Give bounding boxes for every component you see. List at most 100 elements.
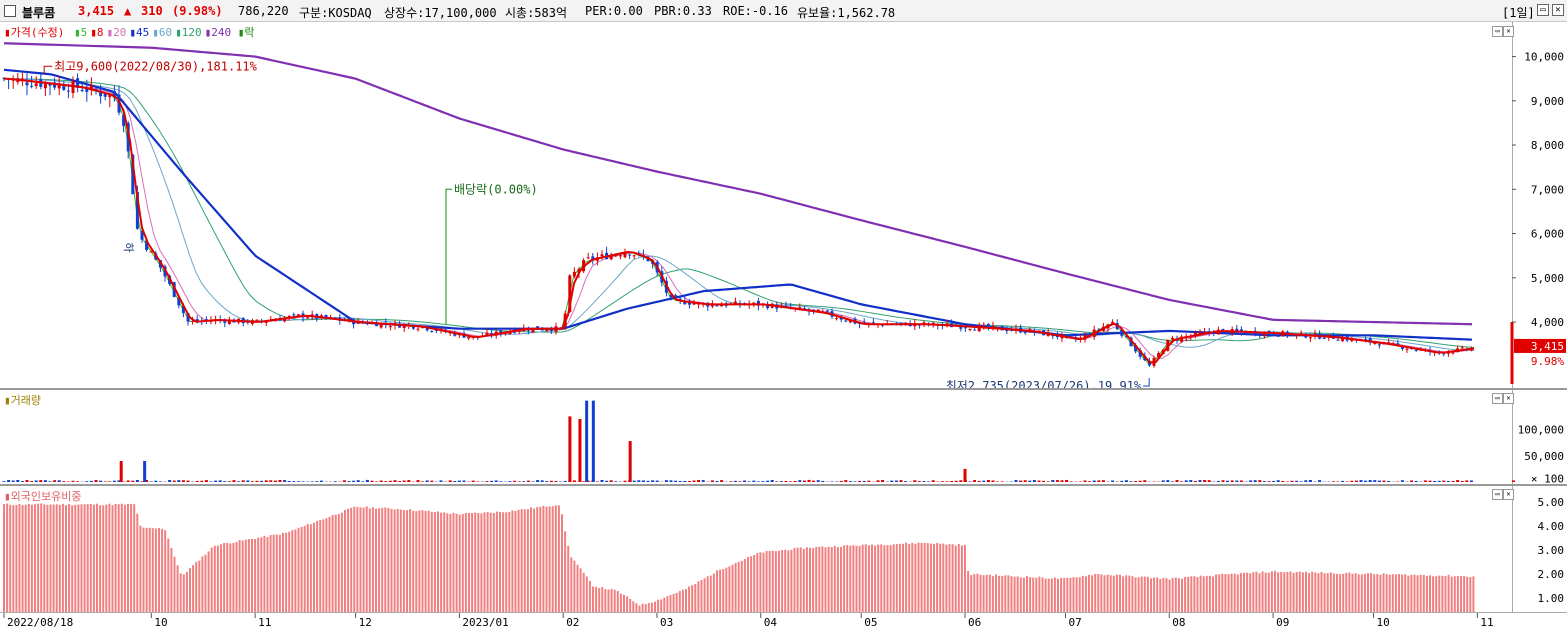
foreign-holding-bar <box>22 505 24 612</box>
foreign-holding-bar <box>56 504 58 612</box>
foreign-holding-bar <box>1376 574 1378 612</box>
candle-body <box>1222 329 1225 330</box>
foreign-holding-bar <box>1116 575 1118 612</box>
foreign-holding-bar <box>59 505 61 612</box>
foreign-holding-bar <box>586 576 588 612</box>
volume-bar <box>702 480 705 482</box>
volume-bar <box>665 480 668 482</box>
foreign-holding-bar <box>260 537 262 612</box>
volume-bar <box>210 481 213 482</box>
volume-bar <box>159 481 162 482</box>
foreign-holding-bar <box>1197 577 1199 612</box>
volume-bar <box>1217 481 1220 482</box>
foreign-holding-bar <box>1466 577 1468 612</box>
foreign-holding-bar <box>1209 576 1211 612</box>
x-tick-label: 10 <box>154 616 167 629</box>
volume-bar <box>762 481 765 482</box>
foreign-holding-bar <box>546 507 548 612</box>
volume-bar <box>62 481 65 482</box>
foreign-holding-bar <box>1438 576 1440 612</box>
volume-bar <box>463 481 466 482</box>
foreign-holding-bar <box>651 603 653 612</box>
foreign-holding-bar <box>400 510 402 612</box>
foreign-holding-bar <box>236 542 238 612</box>
foreign-holding-bar <box>601 587 603 612</box>
volume-bar <box>932 480 935 482</box>
maximize-icon[interactable]: ▭ <box>1537 4 1549 16</box>
foreign-holding-bar <box>778 551 780 612</box>
volume-y-tick-label: 100,000 <box>1518 424 1564 437</box>
x-tick-label: 11 <box>1480 616 1493 629</box>
volume-bar <box>900 480 903 482</box>
foreign-y-tick-label: 1.00 <box>1538 592 1565 605</box>
foreign-holding-bar <box>143 528 145 612</box>
volume-bar <box>1452 481 1455 482</box>
volume-bar <box>1235 481 1238 482</box>
volume-bar <box>1263 481 1266 482</box>
foreign-holding-bar <box>825 547 827 612</box>
close-icon[interactable]: ✕ <box>1552 4 1564 16</box>
foreign-holding-bar <box>570 557 572 612</box>
volume-bar <box>1084 480 1087 482</box>
foreign-holding-bar <box>1131 576 1133 612</box>
volume-bar <box>904 481 907 482</box>
foreign-holding-bar <box>449 514 451 612</box>
volume-bar <box>1093 480 1096 482</box>
price-change: 310 <box>141 4 163 18</box>
foreign-holding-bar <box>1100 574 1102 612</box>
volume-bar <box>1028 481 1031 482</box>
volume-bar <box>739 481 742 482</box>
foreign-holding-bar <box>177 565 179 612</box>
volume-value: 786,220 <box>238 4 289 18</box>
foreign-holding-bar <box>750 556 752 612</box>
volume-bar <box>1465 480 1468 482</box>
foreign-holding-bar <box>1159 579 1161 612</box>
volume-bar <box>1291 481 1294 482</box>
foreign-holding-bar <box>852 545 854 612</box>
foreign-holding-bar <box>728 566 730 612</box>
volume-bar <box>849 481 852 482</box>
foreign-holding-bar <box>580 568 582 612</box>
volume-bar <box>1277 480 1280 482</box>
listed-shares: 상장수:17,100,000 <box>384 4 497 21</box>
per-value: PER:0.00 <box>585 4 643 18</box>
foreign-holding-bar <box>688 586 690 612</box>
foreign-holding-bar <box>325 518 327 612</box>
volume-bar <box>877 480 880 482</box>
foreign-holding-bar <box>74 505 76 612</box>
foreign-holding-bar <box>1305 572 1307 612</box>
volume-bar <box>1272 481 1275 482</box>
foreign-holding-bar <box>1107 575 1109 612</box>
foreign-y-tick-label: 3.00 <box>1538 544 1565 557</box>
period-selector[interactable]: [1일] <box>1502 4 1535 21</box>
volume-bar <box>288 481 291 482</box>
volume-bar <box>812 481 815 482</box>
foreign-holding-bar <box>477 513 479 612</box>
foreign-holding-bar <box>403 510 405 612</box>
foreign-holding-bar <box>46 505 48 612</box>
volume-bar <box>1429 481 1432 482</box>
volume-bar <box>242 480 245 482</box>
foreign-holding-bar <box>952 544 954 612</box>
foreign-holding-bar <box>192 565 194 612</box>
foreign-holding-bar <box>102 505 104 612</box>
foreign-holding-bar <box>428 511 430 612</box>
foreign-holding-bar <box>468 513 470 612</box>
foreign-holding-bar <box>211 548 213 612</box>
volume-bar <box>950 481 953 482</box>
volume-bar <box>1304 480 1307 482</box>
volume-bar <box>430 481 433 482</box>
foreign-holding-bar <box>1383 573 1385 612</box>
foreign-holding-bar <box>843 545 845 612</box>
title-checkbox[interactable] <box>4 5 16 17</box>
foreign-holding-bar <box>1069 578 1071 612</box>
foreign-holding-bar <box>899 544 901 612</box>
foreign-holding-bar <box>344 510 346 612</box>
foreign-holding-bar <box>459 515 461 612</box>
foreign-holding-bar <box>846 545 848 612</box>
foreign-holding-bar <box>555 505 557 612</box>
foreign-holding-bar <box>307 524 309 612</box>
candle-body <box>587 257 590 258</box>
